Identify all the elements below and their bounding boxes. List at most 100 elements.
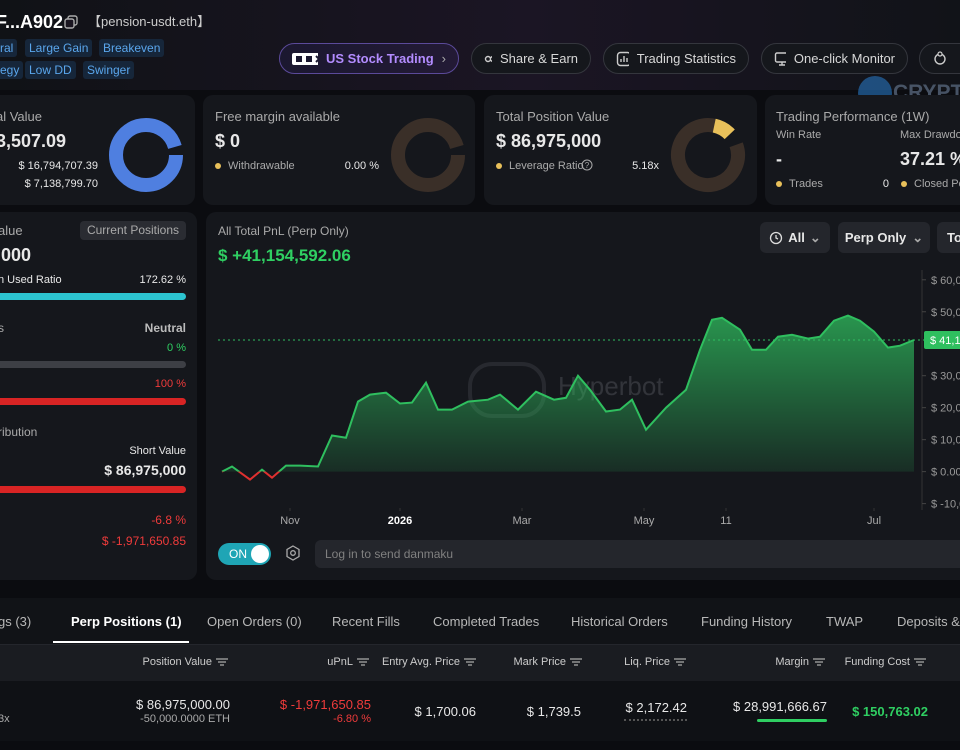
y-tick-label: $ 10,000,000 [931, 435, 960, 447]
x-tick-label: 11 [720, 515, 731, 527]
tag: Breakeven [99, 39, 165, 57]
more-button[interactable] [919, 43, 960, 74]
tab[interactable]: Completed Trades [433, 614, 540, 629]
tab[interactable]: TWAP [826, 614, 864, 629]
share-button[interactable]: Share & Earn [471, 43, 591, 74]
danmaku-input[interactable]: Log in to send danmaku [315, 540, 960, 568]
card-label: Max Drawdov [900, 129, 960, 141]
current-label-bg [924, 331, 960, 350]
column-header[interactable]: Liq. Price [624, 656, 670, 668]
clock-icon [770, 231, 783, 244]
y-tick-label: $ 30,000,000 [931, 371, 960, 383]
stat: $ -1,971,650.85 [101, 534, 186, 548]
card-label: Trades [789, 178, 823, 190]
tab[interactable]: Recent Fills [332, 614, 400, 629]
tab[interactable]: Funding History [701, 614, 793, 629]
column-header[interactable]: Position Value [142, 656, 212, 668]
settings-icon[interactable] [285, 545, 301, 561]
x-tick-label: May [634, 515, 655, 527]
copy-icon[interactable] [64, 15, 78, 29]
cell: $ 1,739.5 [526, 704, 581, 719]
monitor-button[interactable]: One-click Monitor [761, 43, 908, 74]
tab[interactable]: Perp Positions (1) [71, 614, 182, 629]
tab-bar [0, 598, 960, 645]
cell: $ 28,991,666.67 [733, 699, 827, 714]
tab[interactable]: gs (3) [0, 614, 32, 629]
tab[interactable]: Open Orders (0) [207, 614, 302, 629]
card-label: Closed Po [914, 178, 960, 190]
card-stat: 0 [882, 178, 889, 190]
card-value: - [776, 149, 782, 169]
cell: $ 150,763.02 [852, 704, 928, 719]
button-label: One-click Monitor [793, 51, 895, 66]
label: n Used Ratio [0, 274, 62, 286]
stats-button[interactable]: Trading Statistics [603, 43, 749, 74]
toggle[interactable]: ON [218, 543, 271, 565]
dist-bar [0, 486, 186, 493]
stat: Neutral [144, 321, 186, 335]
panel-title: alue [0, 223, 23, 238]
column-header[interactable]: Entry Avg. Price [381, 656, 460, 668]
column-header[interactable]: Funding Cost [844, 656, 910, 668]
stat: $ 86,975,000 [104, 462, 186, 478]
column-header[interactable]: Margin [775, 656, 809, 668]
card-stat: 5.18x [632, 160, 659, 172]
filter-label: Perp Only [844, 230, 907, 245]
button-label: Share & Earn [499, 51, 578, 66]
card-label: Leverage Ratio [509, 160, 584, 172]
panel-value: ,000 [0, 245, 32, 265]
cell: $ -1,971,650.85 [279, 697, 371, 712]
more-icon [934, 50, 946, 65]
tag: ral [0, 39, 18, 57]
short-bar [0, 398, 186, 405]
stat: 0 % [167, 342, 186, 354]
help-icon[interactable]: ? [581, 159, 593, 171]
svg-text:?: ? [585, 161, 590, 170]
filter[interactable]: To [937, 222, 960, 253]
label: s [0, 321, 4, 335]
legend-dot [901, 181, 907, 187]
table-header-bg [0, 645, 960, 681]
cell: $ 86,975,000.00 [136, 697, 230, 712]
tag: Low DD [25, 61, 76, 79]
card-label: Win Rate [776, 129, 822, 141]
table-row-bg [0, 681, 960, 741]
x-tick-label: Mar [513, 515, 532, 527]
card-label: Withdrawable [228, 160, 295, 172]
card-title: Trading Performance (1W) [776, 109, 930, 124]
us-stock-button[interactable]: US Stock Trading › [279, 43, 459, 74]
filter[interactable]: All ⌄ [760, 222, 830, 253]
column-header[interactable]: uPnL [327, 656, 353, 668]
y-tick-label: $ -10,000,000 [931, 499, 960, 511]
tab[interactable]: Deposits & [897, 614, 960, 629]
liq-meter [624, 719, 687, 723]
card-title: Total Position Value [496, 109, 610, 124]
legend-dot [776, 181, 782, 187]
address: F...A902 [0, 12, 64, 32]
card-row: $ 16,794,707.39 [18, 160, 98, 172]
column-header[interactable]: Mark Price [513, 656, 566, 668]
legend-dot [215, 163, 221, 169]
y-tick-label: $ 60,000,000 [931, 275, 960, 287]
filter[interactable]: Perp Only ⌄ [838, 222, 930, 253]
legend-dot [496, 163, 502, 169]
button-label: US Stock Trading [326, 51, 434, 66]
donut [671, 118, 745, 192]
x-tick-label: 2026 [388, 515, 412, 527]
toggle-label: ON [229, 547, 247, 561]
stat: 100 % [154, 378, 186, 390]
filter-icons [216, 658, 926, 666]
margin-meter [757, 719, 827, 722]
tab[interactable]: Historical Orders [571, 614, 668, 629]
donut [109, 118, 183, 192]
card-row: $ 7,138,799.70 [24, 178, 98, 190]
tag: egy [0, 61, 24, 79]
cell: $ 1,700.06 [414, 704, 476, 719]
stat: -6.8 % [151, 513, 186, 527]
ens-name: 【pension-usdt.eth】 [88, 14, 211, 29]
button-label: Trading Statistics [636, 51, 736, 66]
donut [391, 118, 465, 192]
chip[interactable]: Current Positions [80, 221, 186, 240]
